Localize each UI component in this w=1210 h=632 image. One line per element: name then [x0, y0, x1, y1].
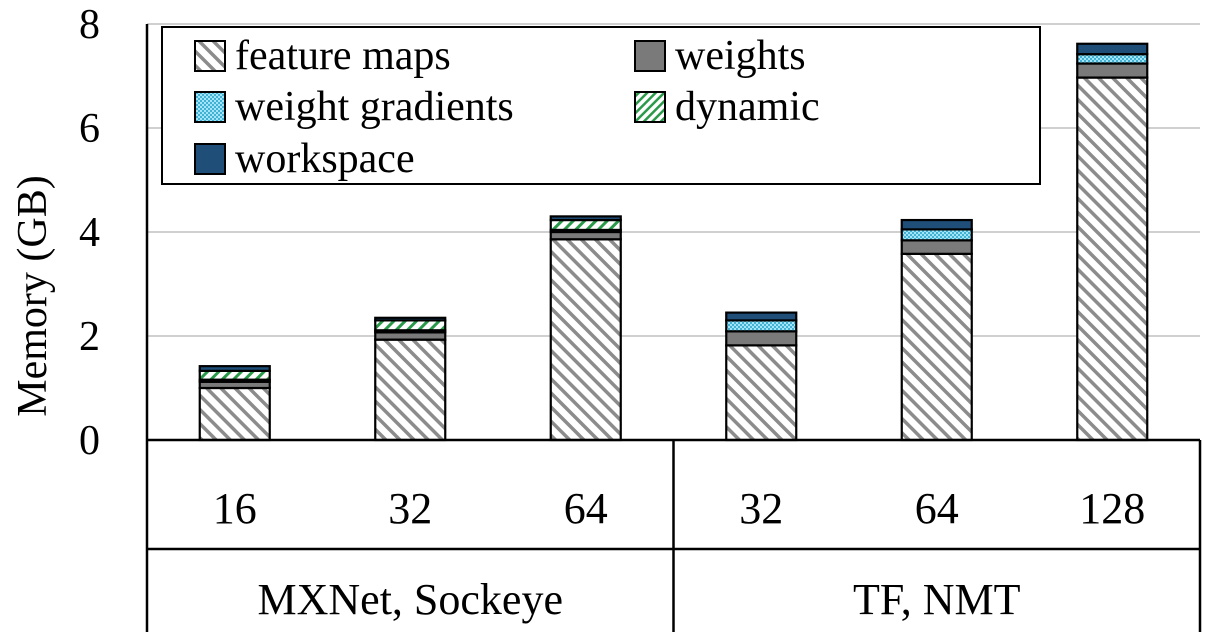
legend-item-weights: weights [634, 33, 806, 79]
bar-segment-feature-maps [374, 338, 447, 442]
bar-stack-2 [549, 215, 622, 442]
bar-segment-weight-gradients [725, 319, 798, 333]
x-group-labels: MXNet, Sockeye TF, NMT [258, 575, 1021, 624]
y-tick-label: 4 [79, 210, 100, 256]
x-category-label: 64 [564, 484, 608, 533]
bar-segment-weight-gradients [900, 228, 973, 242]
bar-segment-workspace [900, 218, 973, 231]
bar-segment-weights [900, 239, 973, 255]
bar-segment-workspace [374, 316, 447, 322]
legend-label: feature maps [235, 33, 451, 79]
bar-stack-5 [1076, 42, 1149, 442]
legend-item-feature-maps: feature maps [194, 33, 451, 79]
y-tick-label: 2 [79, 314, 100, 360]
legend: feature maps weights weight gradients dynam… [161, 26, 1041, 185]
bar-segment-weights [1076, 62, 1149, 79]
legend-swatch [194, 91, 226, 123]
y-tick-label: 6 [79, 106, 100, 152]
bar-segment-feature-maps [1076, 76, 1149, 442]
bar-segment-feature-maps [198, 386, 271, 442]
bars [198, 42, 1149, 442]
bar-stack-0 [198, 365, 271, 442]
x-category-label: 16 [213, 484, 257, 533]
bar-segment-dynamic [549, 218, 622, 232]
legend-swatch [194, 40, 226, 72]
bar-stack-3 [725, 311, 798, 442]
legend-label: dynamic [675, 84, 820, 130]
bar-segment-feature-maps [549, 238, 622, 442]
x-category-labels: 16 32 64 32 64 128 [213, 484, 1146, 533]
bar-segment-weight-gradients [1076, 53, 1149, 65]
y-ticks: 0 2 4 6 8 [79, 2, 100, 464]
legend-item-dynamic: dynamic [634, 84, 820, 130]
legend-label: weights [675, 33, 806, 79]
legend-label: workspace [235, 136, 415, 182]
bar-segment-dynamic [198, 369, 271, 381]
y-tick-label: 8 [79, 2, 100, 48]
x-category-label: 32 [388, 484, 432, 533]
bar-segment-workspace [198, 365, 271, 372]
bar-segment-feature-maps [900, 252, 973, 442]
bar-segment-dynamic [374, 319, 447, 332]
bar-stack-4 [900, 218, 973, 442]
bar-segment-workspace [549, 215, 622, 222]
y-tick-label: 0 [79, 418, 100, 464]
legend-swatch [194, 143, 226, 175]
x-category-label: 32 [739, 484, 783, 533]
x-category-label: 128 [1079, 484, 1145, 533]
legend-box [161, 26, 1041, 185]
legend-item-workspace: workspace [194, 136, 415, 182]
y-axis-label: Memory (GB) [10, 175, 56, 416]
legend-swatch [634, 40, 666, 72]
bar-segment-weights [725, 330, 798, 347]
bar-segment-workspace [725, 311, 798, 322]
bar-stack-1 [374, 316, 447, 442]
legend-label: weight gradients [235, 84, 514, 130]
x-category-label: 64 [915, 484, 959, 533]
x-group-label: TF, NMT [853, 575, 1021, 624]
legend-item-weight-gradients: weight gradients [194, 84, 514, 130]
x-group-label: MXNet, Sockeye [258, 575, 564, 624]
bar-segment-workspace [1076, 42, 1149, 56]
legend-swatch [634, 91, 666, 123]
bar-segment-feature-maps [725, 344, 798, 442]
axes [145, 24, 1202, 632]
